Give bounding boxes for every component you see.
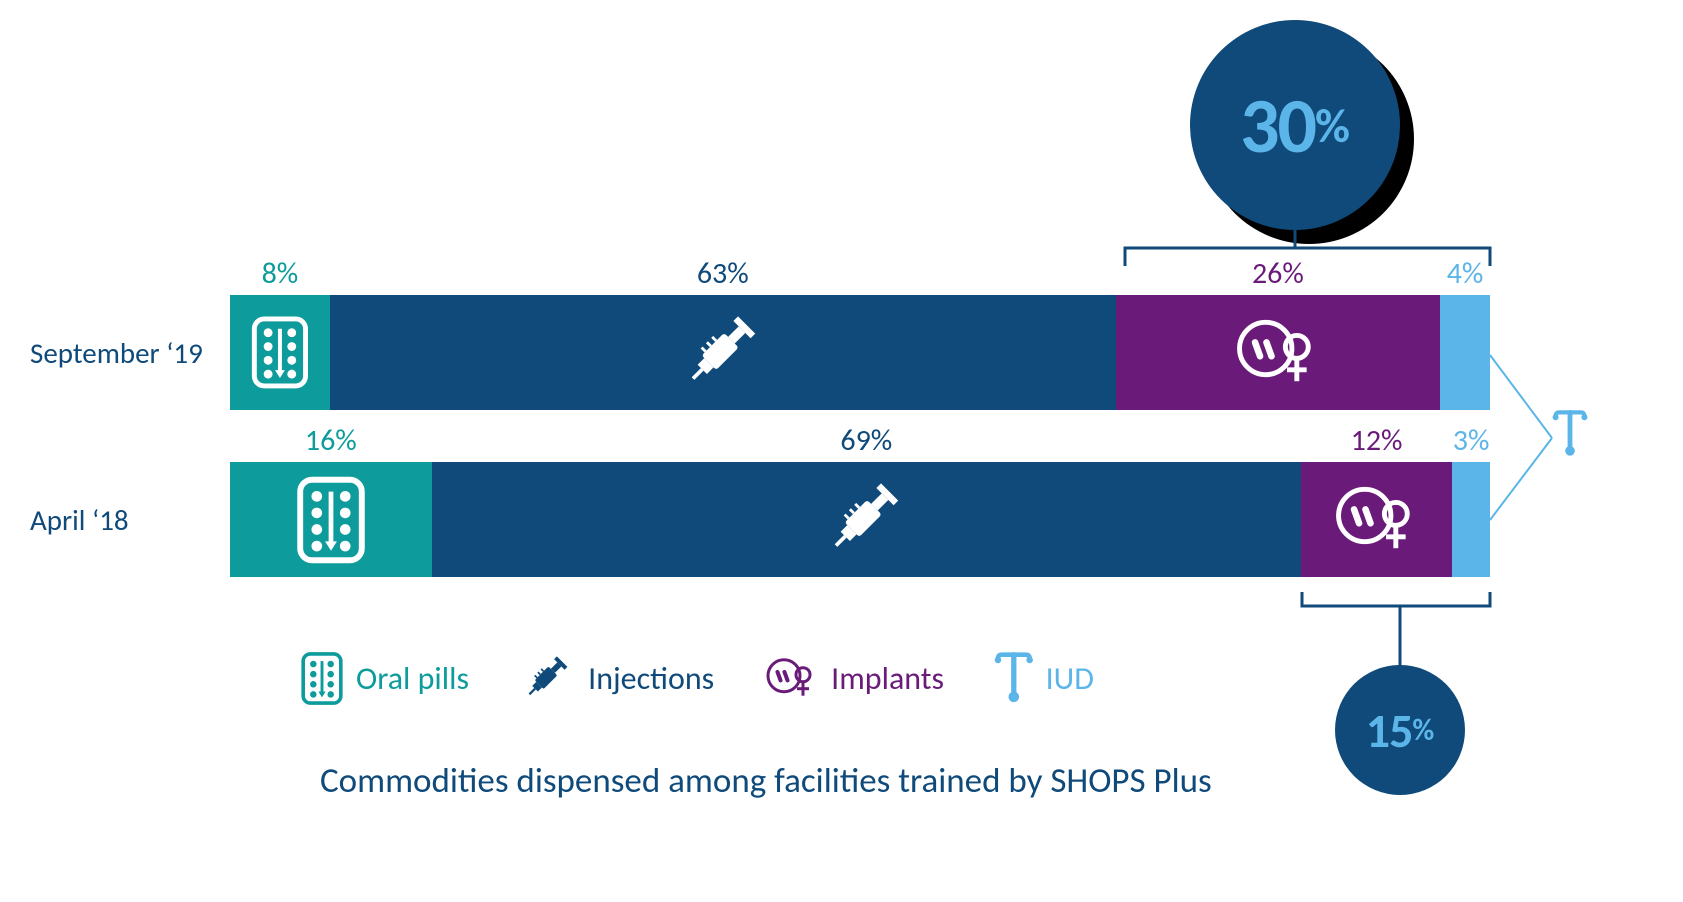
callout-bottom-circle: 15%	[1335, 665, 1465, 795]
callout-top-pct: %	[1315, 96, 1350, 155]
pills-icon	[300, 651, 344, 706]
stacked-bar-chart: 30% September ‘19 8% 63% 26%	[30, 30, 1653, 872]
syringe-icon	[676, 306, 770, 400]
segment-label-apr18-iud: 3%	[1452, 422, 1490, 459]
segment-sep19-injections: 63%	[330, 295, 1116, 410]
implant-icon	[1233, 313, 1323, 392]
segment-apr18-iud: 3%	[1452, 462, 1490, 577]
legend-item-injections: Injections	[519, 650, 714, 707]
segment-sep19-implants: 26%	[1116, 295, 1440, 410]
callout-top-value: 30	[1240, 78, 1315, 173]
syringe-icon	[819, 473, 913, 567]
segment-label-sep19-iud: 4%	[1440, 255, 1490, 292]
segment-apr18-implants: 12%	[1301, 462, 1452, 577]
legend: Oral pills Injections Implants	[300, 650, 1094, 707]
legend-item-implants: Implants	[764, 654, 944, 702]
segment-apr18-pills: 16%	[230, 462, 432, 577]
segment-apr18-injections: 69%	[432, 462, 1301, 577]
segment-label-apr18-implants: 12%	[1301, 422, 1452, 459]
bar-row-apr18: April ‘18 16% 69% 12% 3%	[30, 462, 1490, 577]
bar-row-sep19: September ‘19 8% 63% 26% 4%	[30, 295, 1490, 410]
row-label-sep19: September ‘19	[30, 335, 230, 371]
pills-icon	[250, 315, 310, 390]
segment-label-sep19-pills: 8%	[230, 255, 330, 292]
iud-pointer-icon	[1552, 410, 1588, 458]
pills-icon	[295, 475, 367, 565]
legend-label-injections: Injections	[588, 659, 714, 698]
segment-sep19-iud: 4%	[1440, 295, 1490, 410]
segment-sep19-pills: 8%	[230, 295, 330, 410]
implant-icon	[1332, 480, 1422, 559]
legend-item-pills: Oral pills	[300, 651, 469, 706]
callout-bottom-value: 15	[1366, 701, 1413, 760]
bar-sep19: 8% 63% 26% 4%	[230, 295, 1490, 410]
bar-apr18: 16% 69% 12% 3%	[230, 462, 1490, 577]
iud-icon	[994, 652, 1034, 705]
segment-label-apr18-pills: 16%	[230, 422, 432, 459]
legend-item-iud: IUD	[994, 652, 1094, 705]
segment-label-sep19-implants: 26%	[1116, 255, 1440, 292]
segment-label-sep19-injections: 63%	[330, 255, 1116, 292]
syringe-icon	[519, 650, 576, 707]
segment-label-apr18-injections: 69%	[432, 422, 1301, 459]
row-label-apr18: April ‘18	[30, 502, 230, 538]
legend-label-iud: IUD	[1046, 659, 1094, 698]
callout-bottom-pct: %	[1412, 712, 1434, 749]
implant-icon	[764, 654, 819, 702]
chart-title: Commodities dispensed among facilities t…	[320, 760, 1212, 802]
legend-label-implants: Implants	[831, 659, 944, 698]
legend-label-pills: Oral pills	[356, 659, 469, 698]
callout-top-circle: 30%	[1190, 20, 1400, 230]
